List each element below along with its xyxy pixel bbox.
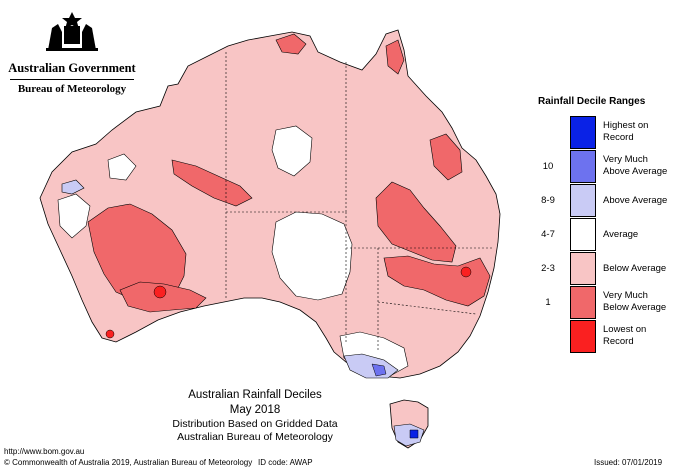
legend-label: Above Average xyxy=(603,195,668,206)
average-region-interior xyxy=(271,211,353,301)
legend-swatch xyxy=(570,252,596,285)
very-much-below-wa xyxy=(87,203,187,301)
legend-title: Rainfall Decile Ranges xyxy=(538,96,646,107)
very-much-below-qld-east xyxy=(429,133,463,181)
legend-range: 8-9 xyxy=(541,195,555,206)
very-much-below-cape-york xyxy=(385,39,405,75)
legend-swatch xyxy=(570,150,596,183)
legend-label: Very Much Above Average xyxy=(603,154,668,177)
legend-swatch xyxy=(570,286,596,319)
footer-id-code: ID code: AWAP xyxy=(258,458,313,467)
legend-label: Highest on Record xyxy=(603,120,649,143)
legend-label: Below Average xyxy=(603,263,667,274)
logo-divider xyxy=(10,79,134,80)
legend-swatch xyxy=(570,184,596,217)
highest-record-tasmania xyxy=(409,429,419,439)
very-much-below-top-end xyxy=(275,33,307,55)
legend-range: 2-3 xyxy=(541,263,555,274)
legend-range: 10 xyxy=(542,161,554,172)
map-subtitle-method: Distribution Based on Gridded Data xyxy=(172,418,338,430)
very-much-below-pilbara-band xyxy=(171,159,253,207)
average-region-west-coast xyxy=(57,193,91,239)
commonwealth-coat-of-arms-icon xyxy=(46,12,98,51)
footer-issued: Issued: 07/01/2019 xyxy=(594,458,663,467)
state-borders xyxy=(225,52,494,350)
legend-label: Very Much Below Average xyxy=(603,290,667,313)
map-title-block: Australian Rainfall Deciles May 2018 Dis… xyxy=(130,388,380,444)
legend-swatch xyxy=(570,218,596,251)
lowest-record-nsw xyxy=(460,266,472,278)
map-subtitle-source: Australian Bureau of Meteorology xyxy=(177,431,333,443)
legend-swatch xyxy=(570,320,596,353)
average-region-kimberley xyxy=(107,153,137,181)
bureau-name: Bureau of Meteorology xyxy=(17,83,127,95)
legend-range: 1 xyxy=(545,297,551,308)
legend-label: Average xyxy=(603,229,639,240)
legend-swatch xyxy=(570,116,596,149)
average-region-north xyxy=(271,125,313,177)
legend-item: Highest on Record xyxy=(530,116,678,149)
map-period: May 2018 xyxy=(229,404,281,416)
legend-item: 10 Very Much Above Average xyxy=(530,150,678,183)
legend-label: Lowest on Record xyxy=(603,324,647,347)
legend-item: Lowest on Record xyxy=(530,320,678,353)
legend-item: 4-7 Average xyxy=(530,218,678,251)
legend-item: 1 Very Much Below Average xyxy=(530,286,678,319)
very-much-above-victoria xyxy=(371,363,387,377)
lowest-record-wa xyxy=(153,285,167,299)
above-average-tasmania xyxy=(393,423,425,447)
lowest-record-sw-corner xyxy=(105,329,115,339)
legend-item: 8-9 Above Average xyxy=(530,184,678,217)
footer-copyright: © Commonwealth of Australia 2019, Austra… xyxy=(4,458,253,467)
map-title: Australian Rainfall Deciles xyxy=(188,389,322,401)
legend-range: 4-7 xyxy=(541,229,555,240)
legend-item: 2-3 Below Average xyxy=(530,252,678,285)
government-logo: Australian Government Bureau of Meteorol… xyxy=(8,10,136,95)
above-average-wa xyxy=(61,179,85,195)
government-name: Australian Government xyxy=(8,61,136,75)
very-much-below-qld xyxy=(375,181,457,263)
footer-url[interactable]: http://www.bom.gov.au xyxy=(4,447,85,456)
